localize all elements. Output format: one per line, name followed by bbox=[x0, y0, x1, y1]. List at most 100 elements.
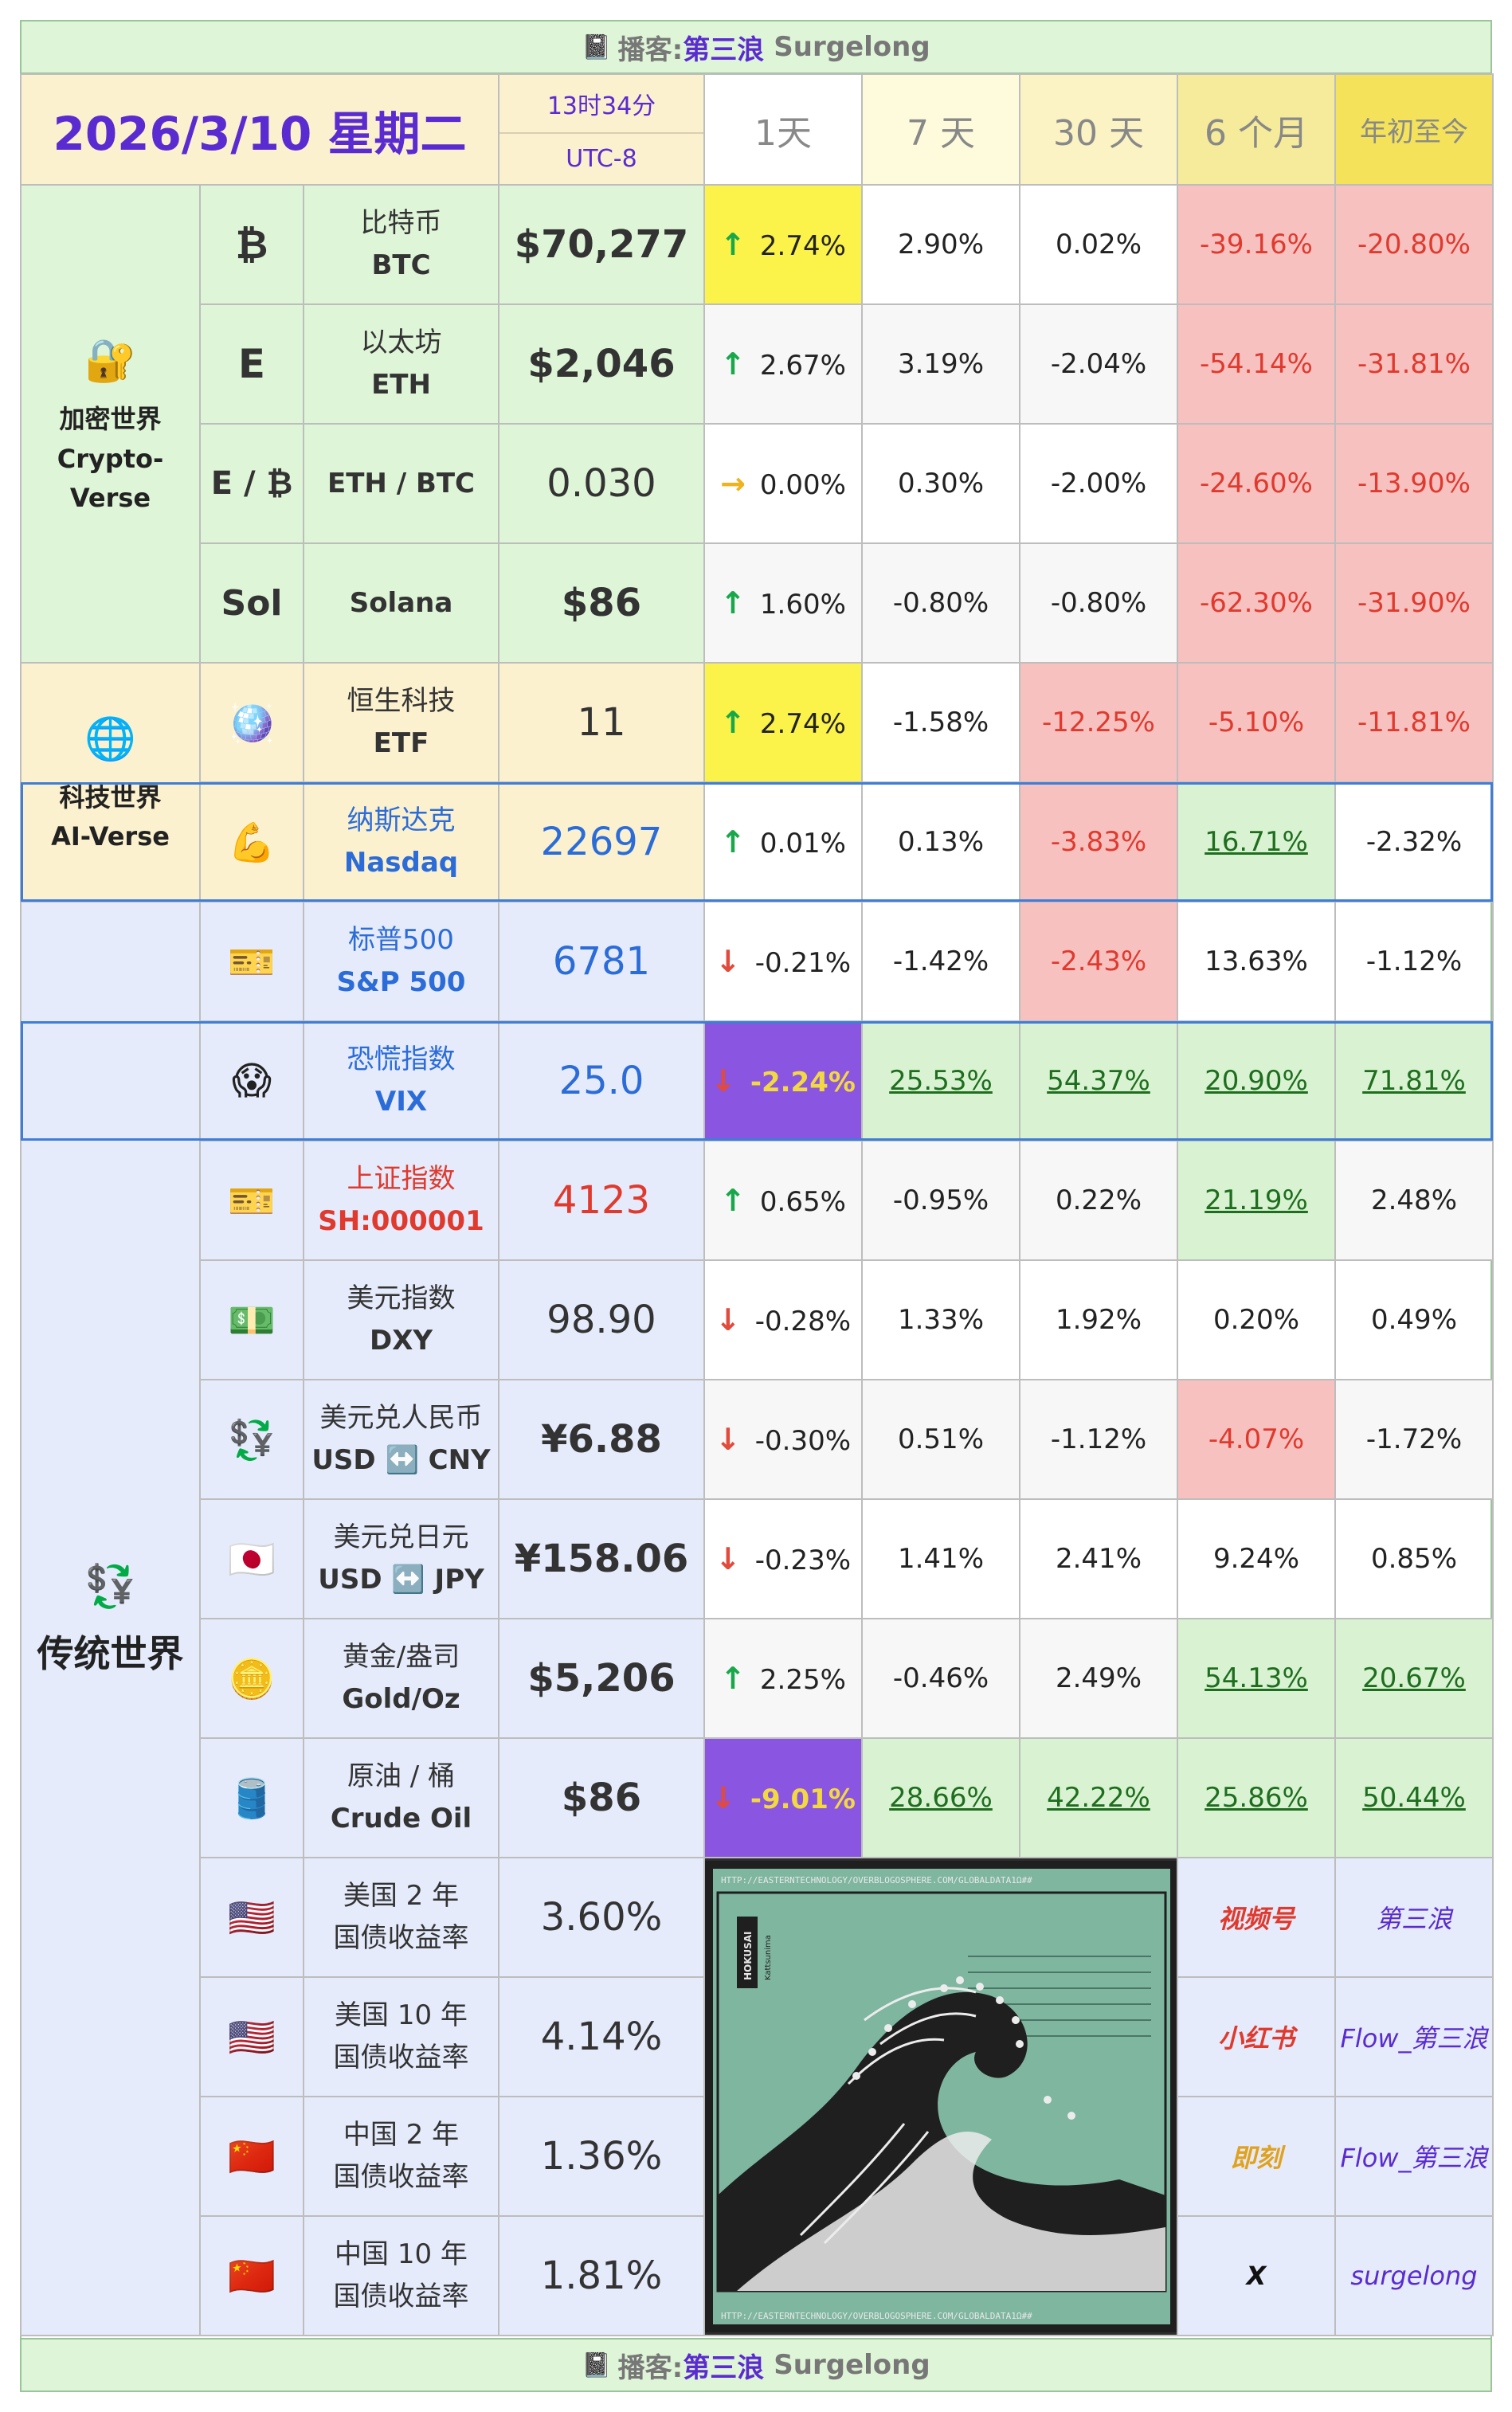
asset-row-btc: 🔐 加密世界 Crypto-Verse ₿ 比特币 BTC $70,277 ↑ 2… bbox=[20, 184, 1494, 664]
solana-symbol-icon: Sol bbox=[199, 542, 304, 664]
change-7d[interactable]: 25.53% bbox=[861, 1020, 1020, 1141]
asset-price: ¥158.06 bbox=[498, 1498, 705, 1619]
bond-name: 美国 2 年 国债收益率 bbox=[303, 1857, 499, 1978]
change-ytd: -1.72% bbox=[1334, 1379, 1494, 1500]
change-7d[interactable]: 28.66% bbox=[861, 1737, 1020, 1858]
social-handle[interactable]: surgelong bbox=[1334, 2215, 1494, 2336]
asset-row-vix[interactable]: 😱 恐慌指数 VIX 25.0 ↓ -2.24% 25.53% 54.37% 20… bbox=[21, 1020, 1494, 1141]
change-7d: 0.13% bbox=[861, 781, 1020, 903]
asset-name-en: ETH bbox=[371, 369, 431, 401]
bond-row-us10y: 🇺🇸 美国 10 年 国债收益率 4.14% 小红书 Flow_第三浪 bbox=[21, 1976, 1494, 2097]
china-flag-icon: 🇨🇳 bbox=[199, 2096, 304, 2217]
asset-price: $70,277 bbox=[498, 184, 705, 305]
asset-row-usdjpy: 🇯🇵 美元兑日元 USD ↔️ JPY ¥158.06 ↓ -0.23% 1.41… bbox=[21, 1498, 1494, 1619]
change-30d: -3.83% bbox=[1019, 781, 1178, 903]
asset-name-cn: 纳斯达克 bbox=[347, 805, 456, 837]
asset-name-cn: 比特币 bbox=[360, 207, 442, 240]
currency-exchange-icon: 💱 bbox=[84, 1563, 136, 1611]
change-1d: ↑ 0.01% bbox=[703, 781, 863, 903]
asset-price: ¥6.88 bbox=[498, 1379, 705, 1500]
social-handle-label[interactable]: Flow_第三浪 bbox=[1340, 2143, 1488, 2173]
arrow-down-icon: ↓ bbox=[711, 1780, 736, 1815]
us-flag-icon: 🇺🇸 bbox=[199, 1857, 304, 1978]
change-1d: ↓ -0.28% bbox=[703, 1259, 863, 1380]
bond-row-us2y: 🇺🇸 美国 2 年 国债收益率 3.60% HTTP://EASTERNTECH… bbox=[21, 1857, 1494, 2336]
social-handle-label[interactable]: surgelong bbox=[1350, 2261, 1478, 2291]
change-ytd[interactable]: 71.81% bbox=[1334, 1020, 1494, 1141]
social-handle[interactable]: 第三浪 bbox=[1334, 1857, 1494, 1978]
social-platform: 小红书 bbox=[1177, 1976, 1336, 2097]
change-value: 0.00% bbox=[759, 469, 846, 501]
asset-name-en: Gold/Oz bbox=[342, 1683, 460, 1715]
category-trad: 💱 传统世界 bbox=[20, 901, 201, 2336]
change-7d: 0.51% bbox=[861, 1379, 1020, 1500]
arrow-up-icon: ↑ bbox=[720, 824, 746, 859]
social-platform: 视频号 bbox=[1177, 1857, 1336, 1978]
change-6m[interactable]: 21.19% bbox=[1177, 1140, 1336, 1261]
change-6m[interactable]: 20.90% bbox=[1177, 1020, 1336, 1141]
change-value: 1.60% bbox=[759, 589, 846, 621]
arrow-down-icon: ↓ bbox=[715, 1422, 741, 1457]
bond-name-l1: 中国 2 年 bbox=[343, 2119, 460, 2152]
change-30d[interactable]: 54.37% bbox=[1019, 1020, 1178, 1141]
bond-name-l2: 国债收益率 bbox=[333, 1922, 469, 1954]
change-6m[interactable]: 16.71% bbox=[1177, 781, 1336, 903]
timezone-label: UTC-8 bbox=[500, 132, 703, 183]
asset-name: 上证指数 SH:000001 bbox=[303, 1140, 499, 1261]
change-ytd[interactable]: 50.44% bbox=[1334, 1737, 1494, 1858]
asset-row-hstech: 🌐 科技世界 AI-Verse 🪩 恒生科技 ETF 11 ↑ 2.74% -1.… bbox=[20, 662, 1494, 903]
bond-name: 中国 2 年 国债收益率 bbox=[303, 2096, 499, 2217]
change-6m[interactable]: 54.13% bbox=[1177, 1618, 1336, 1739]
change-30d: -1.12% bbox=[1019, 1379, 1178, 1500]
notepad-icon: 📓 bbox=[582, 2351, 612, 2379]
social-handle-label[interactable]: 第三浪 bbox=[1375, 1904, 1452, 1934]
change-value: 2.25% bbox=[759, 1664, 846, 1696]
change-30d[interactable]: 42.22% bbox=[1019, 1737, 1178, 1858]
asset-price: 98.90 bbox=[498, 1259, 705, 1380]
time-label: 13时34分 bbox=[546, 92, 656, 120]
asset-name-en: ETH / BTC bbox=[327, 467, 476, 499]
asset-name-en: ETF bbox=[373, 727, 429, 759]
asset-price: $2,046 bbox=[498, 303, 705, 425]
asset-name-en: BTC bbox=[371, 249, 431, 281]
asset-name-cn: 美元指数 bbox=[347, 1282, 456, 1315]
social-handle[interactable]: Flow_第三浪 bbox=[1334, 1976, 1494, 2097]
change-6m: 9.24% bbox=[1177, 1498, 1336, 1619]
arrow-up-icon: ↑ bbox=[720, 585, 746, 621]
asset-name: 纳斯达克 Nasdaq bbox=[303, 781, 499, 903]
change-value: 0.65% bbox=[759, 1186, 846, 1218]
change-30d: -2.00% bbox=[1019, 423, 1178, 544]
change-1d: ↑ 0.65% bbox=[703, 1140, 863, 1261]
asset-name: 美元兑日元 USD ↔️ JPY bbox=[303, 1498, 499, 1619]
change-1d: ↑ 2.25% bbox=[703, 1618, 863, 1739]
change-value: 0.01% bbox=[759, 828, 846, 859]
change-ytd: 0.49% bbox=[1334, 1259, 1494, 1380]
arrow-down-icon: ↓ bbox=[715, 1541, 741, 1576]
bond-row-cn10y: 🇨🇳 中国 10 年 国债收益率 1.81% X surgelong bbox=[21, 2215, 1494, 2336]
bond-yield: 1.81% bbox=[498, 2215, 705, 2336]
asset-name-en: SH:000001 bbox=[318, 1205, 484, 1237]
asset-name: 美元指数 DXY bbox=[303, 1259, 499, 1380]
asset-row-nasdaq[interactable]: 💪 纳斯达克 Nasdaq 22697 ↑ 0.01% 0.13% -3.83% … bbox=[21, 781, 1494, 903]
social-handle[interactable]: Flow_第三浪 bbox=[1334, 2096, 1494, 2217]
change-1d: ↑ 2.74% bbox=[703, 662, 863, 783]
change-30d: -12.25% bbox=[1019, 662, 1178, 783]
asset-row-ethbtc: E / ₿ ETH / BTC 0.030 → 0.00% 0.30% -2.00… bbox=[21, 423, 1494, 544]
change-6m[interactable]: 25.86% bbox=[1177, 1737, 1336, 1858]
asset-name-en: VIX bbox=[374, 1086, 428, 1118]
asset-name-cn: 黄金/盎司 bbox=[342, 1641, 460, 1674]
change-7d: 3.19% bbox=[861, 303, 1020, 425]
arrow-down-icon: ↓ bbox=[715, 944, 741, 979]
date-label: 2026/3/10 星期二 bbox=[20, 73, 499, 186]
category-ai: 🌐 科技世界 AI-Verse bbox=[20, 662, 201, 903]
social-platform-label: 即刻 bbox=[1230, 2143, 1282, 2173]
change-1d: ↓ -2.24% bbox=[703, 1020, 863, 1141]
change-7d: -0.95% bbox=[861, 1140, 1020, 1261]
bitcoin-symbol-icon: ₿ bbox=[199, 184, 304, 305]
ether-symbol-icon: E bbox=[199, 303, 304, 425]
asset-row-dxy: 💵 美元指数 DXY 98.90 ↓ -0.28% 1.33% 1.92% 0.2… bbox=[21, 1259, 1494, 1380]
social-handle-label[interactable]: Flow_第三浪 bbox=[1340, 2023, 1488, 2054]
change-value: -0.21% bbox=[754, 947, 852, 979]
change-ytd[interactable]: 20.67% bbox=[1334, 1618, 1494, 1739]
category-crypto-cn: 加密世界 bbox=[59, 403, 162, 434]
